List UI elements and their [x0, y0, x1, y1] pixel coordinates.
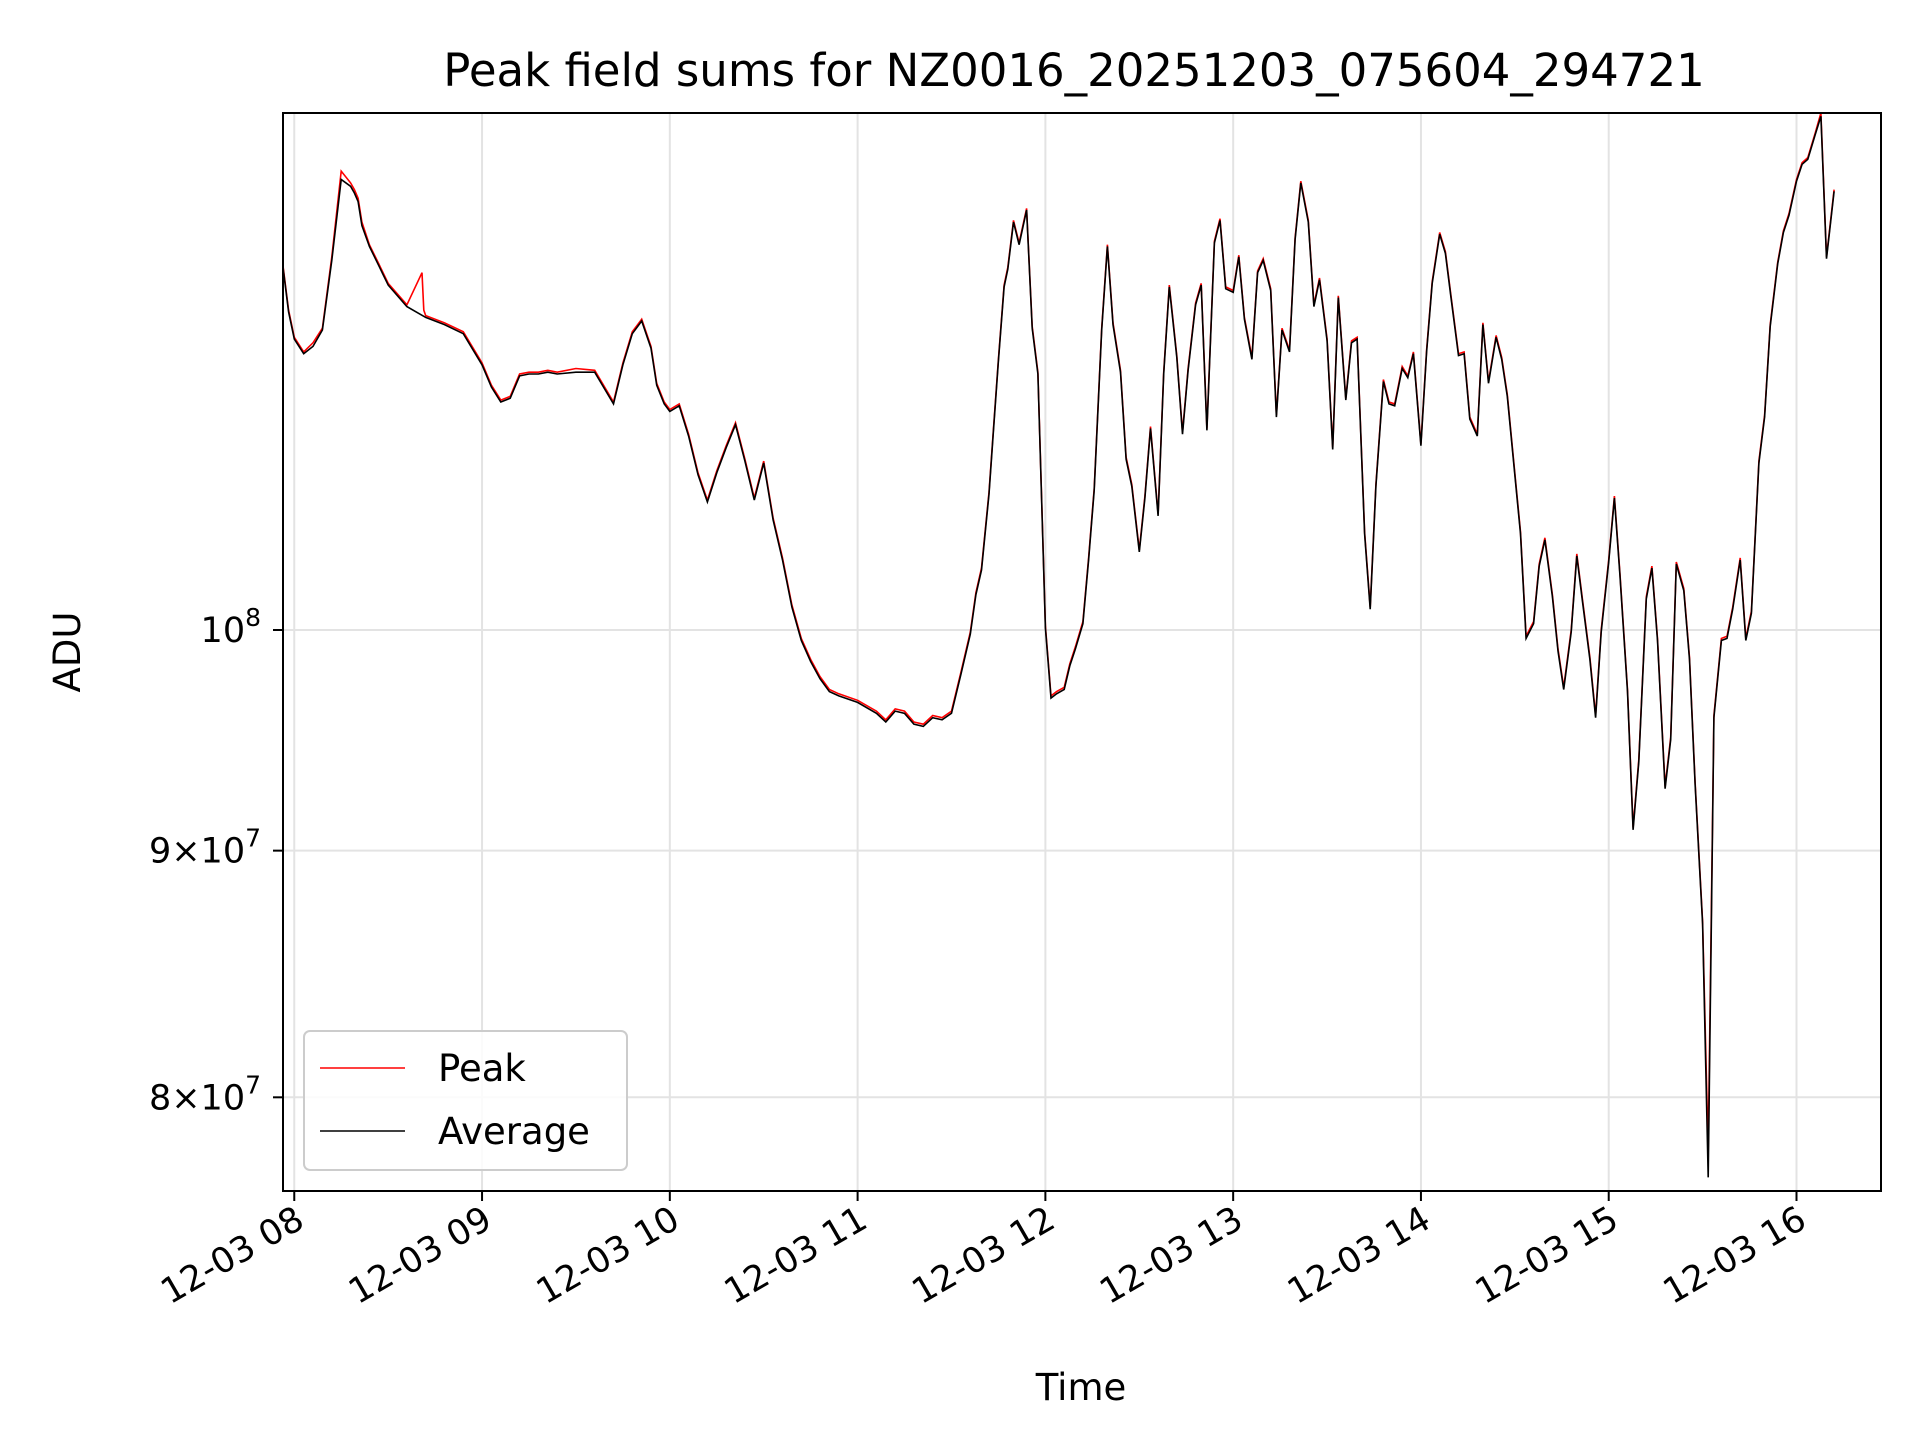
y-tick-label: 108: [201, 603, 261, 651]
y-tick-label: 8×107: [149, 1070, 261, 1118]
grid: [283, 113, 1881, 1191]
y-tick-label: 9×107: [149, 824, 261, 872]
y-axis: 108 9×107 8×107: [149, 603, 283, 1118]
legend-box: [303, 1030, 628, 1171]
y-axis-label: ADU: [46, 612, 89, 693]
plot-frame: [282, 112, 1882, 1192]
series-line-average: [282, 116, 1835, 1178]
legend: Peak Average: [303, 1030, 628, 1171]
legend-label-average: Average: [438, 1110, 590, 1153]
series-layer: [282, 112, 1835, 1178]
legend-label-peak: Peak: [438, 1047, 526, 1090]
chart-title: Peak field sums for NZ0016_20251203_0756…: [443, 44, 1704, 97]
x-axis-label: Time: [1035, 1366, 1127, 1409]
